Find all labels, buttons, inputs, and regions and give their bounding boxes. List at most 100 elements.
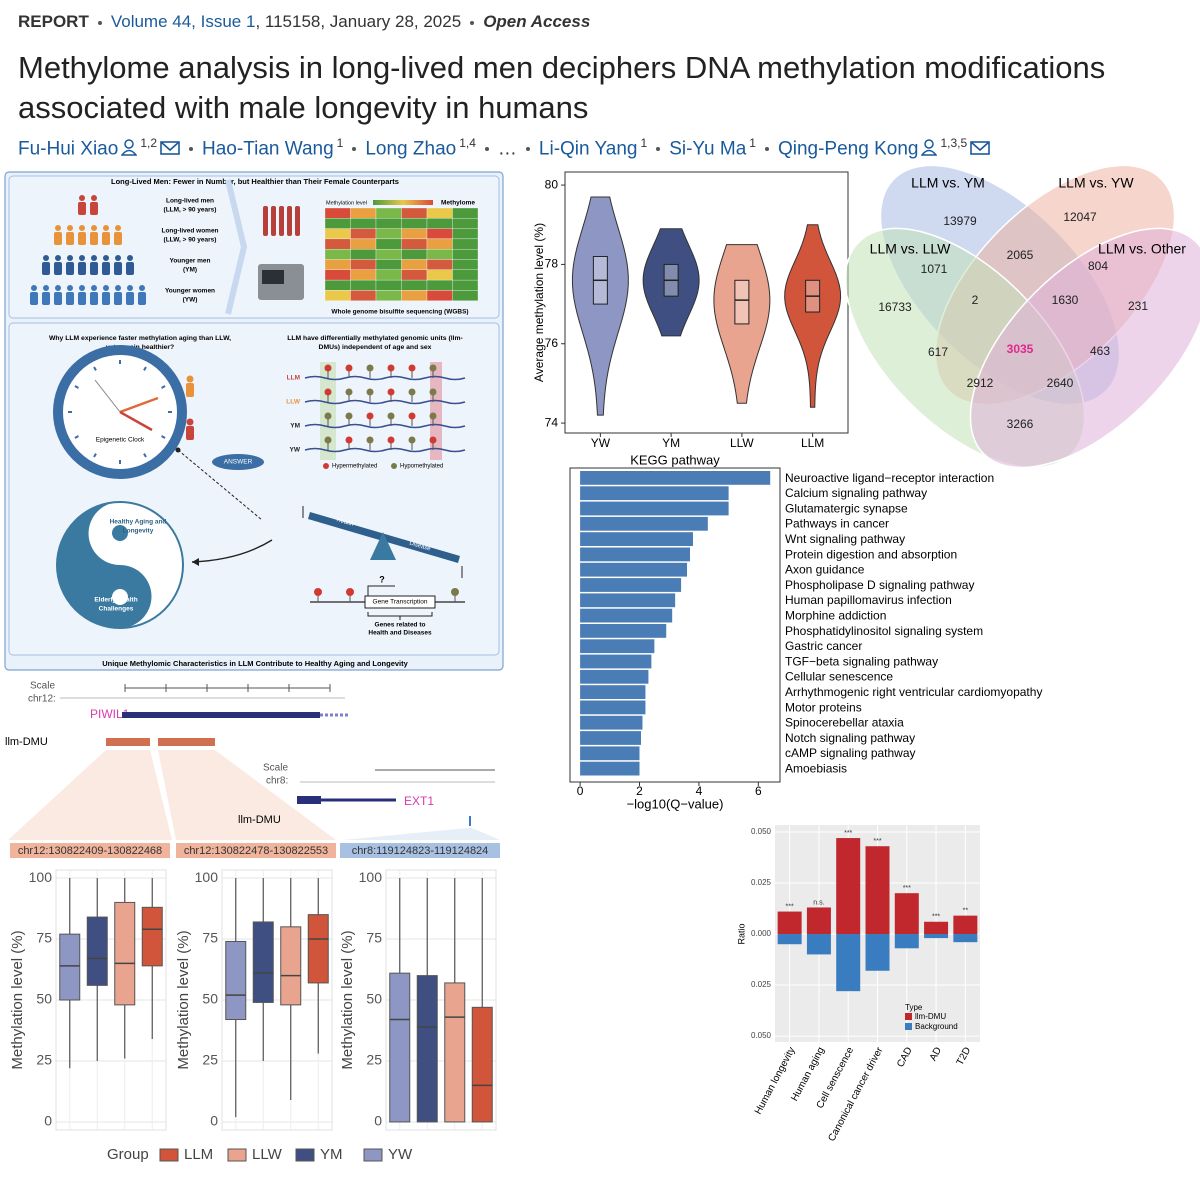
sequencer: [262, 270, 284, 284]
heatmap-cell: [401, 259, 428, 270]
gene-name: EXT1: [404, 794, 434, 808]
author-name[interactable]: Long Zhao: [365, 138, 457, 160]
person-icon: [67, 255, 73, 261]
lollipop: [387, 412, 395, 420]
gene-box: [364, 595, 436, 609]
bar: [580, 578, 682, 592]
author-name[interactable]: Si-Yu Ma: [669, 138, 747, 160]
email-icon[interactable]: [160, 140, 180, 162]
gene-body: [122, 712, 320, 718]
person-icon: [90, 202, 98, 215]
heatmap-cell: [350, 279, 377, 291]
zoom-fan: [158, 750, 336, 840]
x-tick-label: YW: [591, 436, 611, 450]
person-icon: [186, 426, 194, 440]
person-icon: [91, 255, 97, 261]
ellipsis[interactable]: …: [497, 138, 517, 160]
heatmap-cell: [452, 207, 479, 219]
bar-label: Human papillomavirus infection: [785, 593, 952, 607]
abstract-footer: Unique Methylomic Characteristics in LLM…: [102, 659, 408, 668]
legend-swatch: [295, 1148, 315, 1162]
lollipop: [324, 412, 332, 420]
bar-label: Amoebiasis: [785, 762, 847, 776]
venn-count: 13979: [943, 214, 977, 228]
bar-label: Phosphatidylinositol signaling system: [785, 624, 983, 638]
email-icon[interactable]: [970, 140, 990, 162]
person-icon: [186, 418, 194, 426]
bar: [580, 624, 667, 638]
x-tick-label: 4: [696, 784, 703, 798]
track-label: chr8:: [266, 776, 288, 787]
author-name[interactable]: Hao-Tian Wang: [202, 138, 334, 160]
heatmap-cell: [452, 279, 479, 291]
bar: [580, 639, 655, 654]
significance-label: ***: [844, 830, 852, 837]
lollipop: [387, 436, 395, 444]
dmu-title: LLM have differentially methylated genom…: [287, 335, 463, 342]
y-axis-label: Methylation level (%): [9, 930, 26, 1069]
person-icon: [54, 232, 62, 245]
violin: [784, 224, 842, 408]
tube: [271, 206, 276, 236]
affiliation: 1: [749, 136, 756, 150]
legend-swatch: [227, 1148, 247, 1162]
person-icon: [90, 232, 98, 245]
author-name[interactable]: Fu-Hui Xiao: [18, 138, 119, 160]
legend-label: Hypermethylated: [332, 464, 377, 470]
y-tick-label: 75: [202, 930, 218, 946]
lollipop: [324, 436, 332, 444]
lollipop: [429, 388, 437, 396]
y-tick-label: 25: [36, 1052, 52, 1068]
person-icon: [54, 262, 62, 275]
bar: [865, 846, 890, 935]
venn-count: 463: [1090, 344, 1110, 358]
bar-label: Protein digestion and absorption: [785, 547, 957, 561]
track-label: llm-DMU: [5, 736, 48, 748]
venn-set-label: LLM vs. Other: [1098, 241, 1186, 257]
venn-set: [969, 227, 1200, 469]
population-label: Younger women: [165, 288, 215, 295]
bar: [806, 907, 831, 935]
heatmap-cell: [401, 228, 428, 240]
significance-label: ***: [786, 903, 794, 910]
venn-count: 2640: [1047, 376, 1074, 390]
legend-swatch: [905, 1013, 912, 1020]
person-icon: [90, 292, 98, 305]
author-name[interactable]: Qing-Peng Kong: [777, 138, 919, 160]
x-tick-label: CAD: [895, 1045, 915, 1069]
heatmap-cell: [452, 290, 479, 301]
separator: [656, 147, 661, 152]
heatmap-cell: [426, 238, 453, 250]
bar: [953, 934, 978, 943]
clock-hand: [119, 396, 159, 414]
heatmap-cell: [375, 218, 402, 229]
population-label: Long-lived men: [166, 198, 214, 205]
track-label: Scale: [30, 681, 55, 692]
person-icon: [103, 225, 109, 231]
lollipop: [324, 364, 332, 372]
author-name[interactable]: Li-Qin Yang: [538, 138, 638, 160]
heatmap-cell: [324, 238, 351, 250]
yin-yang-dot: [112, 525, 128, 541]
answer-bubble: [212, 454, 264, 470]
genes-label: Genes related to: [375, 622, 426, 629]
author-icon[interactable]: [920, 138, 939, 162]
box: [225, 940, 247, 1021]
legend-label: llm-DMU: [915, 1012, 946, 1021]
volume-link[interactable]: Volume 44, Issue 1: [110, 12, 256, 31]
bar: [580, 562, 688, 577]
y-tick-label: 0: [210, 1113, 218, 1129]
y-tick-label: 0.000: [751, 929, 772, 938]
venn-count: 804: [1088, 259, 1108, 273]
author-icon[interactable]: [120, 138, 138, 162]
heatmap-cell: [452, 218, 479, 229]
y-axis-label: Ratio: [736, 923, 746, 944]
lollipop: [366, 436, 374, 444]
violin: [571, 196, 629, 416]
zoom-fan: [342, 828, 500, 840]
healthy-label: Longevity: [123, 528, 154, 535]
person-icon: [126, 262, 134, 275]
y-tick-label: 50: [36, 991, 52, 1007]
clock-hand: [94, 379, 121, 413]
venn-count: 2912: [967, 376, 994, 390]
